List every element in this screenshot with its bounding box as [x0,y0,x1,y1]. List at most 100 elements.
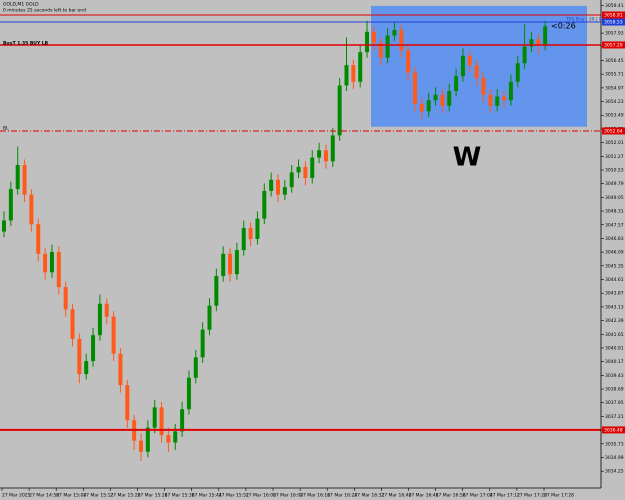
candle-body [111,316,116,354]
candle-body [248,227,253,240]
candle-body [276,179,280,195]
y-tick-label: 3046.83 [605,236,624,242]
x-tick-label: 27 Mar 2025 [2,493,31,499]
level-tag-box [602,18,625,26]
x-tick-label: 27 Mar 14:56 [29,493,59,499]
countdown: <0:26 [551,22,576,31]
level-price-label: 3057.29 [604,42,623,48]
candle-body [2,220,6,232]
x-tick-label: 27 Mar 16:32 [354,493,384,499]
level-price-label: 3052.64 [604,128,623,134]
candle-body [508,81,513,101]
candle-body [8,189,13,221]
candle-body [310,157,315,178]
candle-body [173,431,178,443]
candle-body [303,166,308,178]
candle-body [536,39,541,45]
y-tick-label: 3040.17 [605,359,624,365]
x-tick-label: 27 Mar 15:44 [192,493,222,499]
y-tick-label: 3046.09 [605,250,624,256]
x-tick-label: 27 Mar 15:12 [83,493,113,499]
candle-body [522,46,527,64]
candle-body [84,361,89,375]
candle-body [282,187,287,195]
candle-body [77,338,82,375]
candle-body [419,103,424,112]
candle-body [289,172,294,188]
x-tick-label: 27 Mar 16:24 [327,493,357,499]
level-tag: BL [3,126,9,132]
candle-body [91,335,96,362]
y-tick-label: 3034.25 [605,469,624,475]
y-tick-label: 3054.23 [605,99,624,105]
candle-body [454,76,459,92]
x-tick-label: 27 Mar 15:36 [165,493,195,499]
y-tick-label: 3052.01 [605,140,624,146]
y-tick-label: 3039.43 [605,373,624,379]
x-tick-label: 27 Mar 15:52 [219,493,249,499]
candle-body [241,227,246,251]
order-label: BuyT 1.35 BUY LB [3,41,49,47]
x-tick-label: 27 Mar 17:20 [517,493,547,499]
candle-body [125,385,130,421]
candle-body [529,39,534,47]
candle-body [180,409,185,432]
level-price-label: 3058.91 [604,12,623,18]
y-tick-label: 3040.91 [605,345,624,351]
candle-body [330,135,335,162]
y-tick-label: 3043.87 [605,291,624,297]
candle-body [543,26,548,45]
y-tick-label: 3045.35 [605,263,624,269]
candle-body [433,94,438,101]
y-tick-label: 3035.73 [605,441,624,447]
candle-body [365,31,370,53]
candle-body [495,96,500,106]
x-tick-label: 27 Mar 17:28 [544,493,574,499]
candle-body [186,377,191,410]
y-tick-label: 3053.49 [605,113,624,119]
candle-body [440,94,445,106]
candle-body [351,65,356,82]
candle-body [358,52,363,82]
level-tag-box [602,11,625,19]
candle-body [413,72,417,104]
candle-body [447,91,452,106]
candle-body [104,303,109,317]
candle-body [214,276,219,306]
y-tick-label: 3055.71 [605,72,624,78]
candle-body [22,165,27,195]
y-tick-label: 3043.13 [605,304,624,310]
y-tick-label: 3034.99 [605,455,624,461]
x-tick-label: 27 Mar 16:00 [246,493,276,499]
bar-timer: 0 minutes 25 seconds left to bar end [3,8,86,14]
pattern-label: W [453,143,482,173]
level-price-label: 3036.48 [604,427,623,433]
candle-body [488,94,493,106]
level-tag-box [602,41,625,49]
candle-body [15,165,20,190]
y-tick-label: 3056.45 [605,58,624,64]
candle-body [152,407,157,428]
candle-body [385,35,390,58]
candle-body [392,29,397,36]
candle-body [166,435,171,443]
y-tick-label: 3059.41 [605,3,624,9]
candle-body [406,50,411,73]
x-tick-label: 27 Mar 16:08 [273,493,303,499]
y-tick-label: 3050.53 [605,168,624,174]
candle-body [29,194,34,225]
candle-body [502,96,507,101]
candle-body [344,65,349,86]
candle-body [317,150,322,158]
candle-body [63,287,68,310]
candle-body [200,329,205,358]
level-tag-box [602,127,625,135]
candle-body [221,253,226,277]
level-tag-box [602,426,625,434]
candle-body [269,179,274,191]
y-tick-label: 3048.31 [605,209,624,215]
candle-body [255,218,260,240]
y-tick-label: 3049.05 [605,195,624,201]
